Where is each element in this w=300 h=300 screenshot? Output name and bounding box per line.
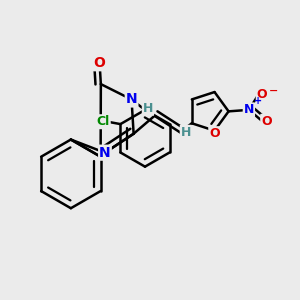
Text: Cl: Cl (97, 115, 110, 128)
Text: O: O (94, 56, 106, 70)
Text: H: H (181, 126, 191, 139)
Text: +: + (254, 97, 262, 106)
Text: N: N (244, 103, 254, 116)
Text: O: O (209, 127, 220, 140)
Text: H: H (143, 102, 153, 115)
Text: N: N (99, 146, 111, 160)
Text: O: O (261, 115, 272, 128)
Text: −: − (269, 86, 279, 96)
Text: O: O (257, 88, 267, 101)
Text: N: N (126, 92, 137, 106)
